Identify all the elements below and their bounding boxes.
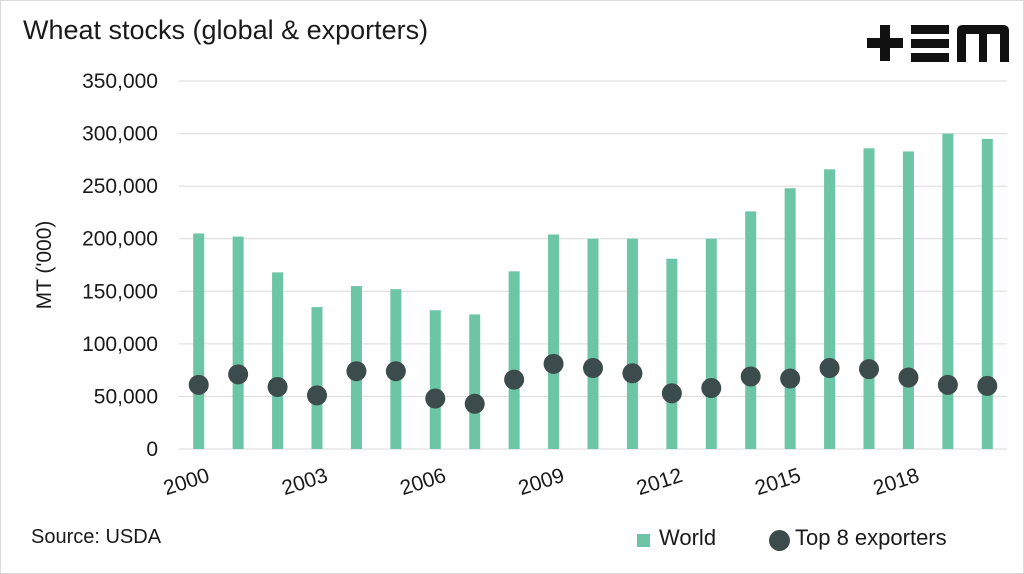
bar-world-2019: [942, 133, 954, 450]
chart-title: Wheat stocks (global & exporters): [23, 15, 429, 45]
bar-world-2006: [429, 310, 441, 449]
bar-world-2007: [469, 314, 481, 449]
x-tick-label-2012: 2012: [634, 464, 686, 500]
x-tick-label-2000: 2000: [161, 464, 213, 500]
y-tick-label-6: 300,000: [82, 123, 158, 146]
dot-top8-2009: [543, 353, 564, 374]
y-tick-label-1: 50,000: [94, 385, 158, 408]
dot-top8-2013: [701, 378, 722, 399]
bar-world-2013: [705, 238, 717, 449]
legend-swatch-world: [637, 534, 650, 547]
x-tick-label-2003: 2003: [279, 464, 331, 500]
bar-world-2018: [902, 151, 914, 449]
dot-top8-2017: [859, 359, 879, 380]
legend-swatch-top8: [769, 530, 790, 551]
y-axis-label: MT ('000): [33, 221, 56, 310]
legend-label-world: World: [659, 525, 717, 550]
bar-world-2010: [587, 238, 599, 449]
y-tick-label-4: 200,000: [82, 228, 158, 251]
y-tick-label-2: 100,000: [82, 333, 158, 356]
dot-top8-2019: [937, 374, 958, 395]
dot-top8-2014: [740, 366, 761, 387]
dot-top8-2011: [622, 363, 643, 384]
chart-plot: 0 50,000 100,000 150,000 200,000 250,000 300,0…: [33, 70, 1007, 500]
dot-top8-2020: [977, 375, 998, 396]
legend-label-top8: Top 8 exporters: [795, 525, 947, 550]
dot-top8-2003: [307, 385, 327, 406]
dot-top8-2002: [267, 376, 288, 397]
x-tick-label-2015: 2015: [752, 464, 804, 500]
dot-top8-2000: [188, 374, 209, 395]
dot-top8-2001: [228, 364, 249, 385]
dot-top8-2012: [661, 383, 682, 404]
x-tick-label-2006: 2006: [397, 464, 449, 500]
bar-world-2008: [508, 271, 520, 449]
bar-world-2015: [784, 188, 796, 449]
bar-world-2003: [311, 307, 323, 449]
x-tick-label-2018: 2018: [870, 464, 922, 500]
dot-top8-2005: [385, 361, 406, 382]
dot-top8-2010: [583, 358, 603, 379]
bar-world-2012: [666, 258, 678, 449]
bar-world-2011: [626, 238, 638, 449]
x-tick-label-2009: 2009: [516, 464, 568, 500]
tem-logo-icon: [867, 25, 1009, 62]
source-note: Source: USDA: [31, 526, 162, 548]
y-tick-label-0: 0: [146, 438, 158, 461]
dot-top8-2008: [504, 369, 525, 390]
bar-world-2001: [232, 236, 244, 449]
dot-top8-2004: [346, 361, 367, 382]
dot-top8-2018: [898, 367, 919, 388]
y-tick-label-3: 150,000: [82, 280, 158, 303]
y-tick-label-5: 250,000: [82, 175, 158, 198]
bar-world-2009: [548, 234, 560, 449]
bar-world-2020: [981, 138, 993, 450]
bar-world-2002: [272, 272, 284, 449]
bar-world-2000: [193, 233, 205, 449]
dot-top8-2015: [780, 368, 801, 389]
bar-world-2016: [824, 169, 836, 449]
bar-world-2017: [863, 148, 875, 449]
dot-top8-2016: [819, 358, 840, 379]
dot-top8-2007: [464, 393, 485, 414]
bar-world-2014: [745, 211, 757, 449]
y-tick-label-7: 350,000: [82, 70, 158, 93]
dot-top8-2006: [425, 388, 446, 409]
